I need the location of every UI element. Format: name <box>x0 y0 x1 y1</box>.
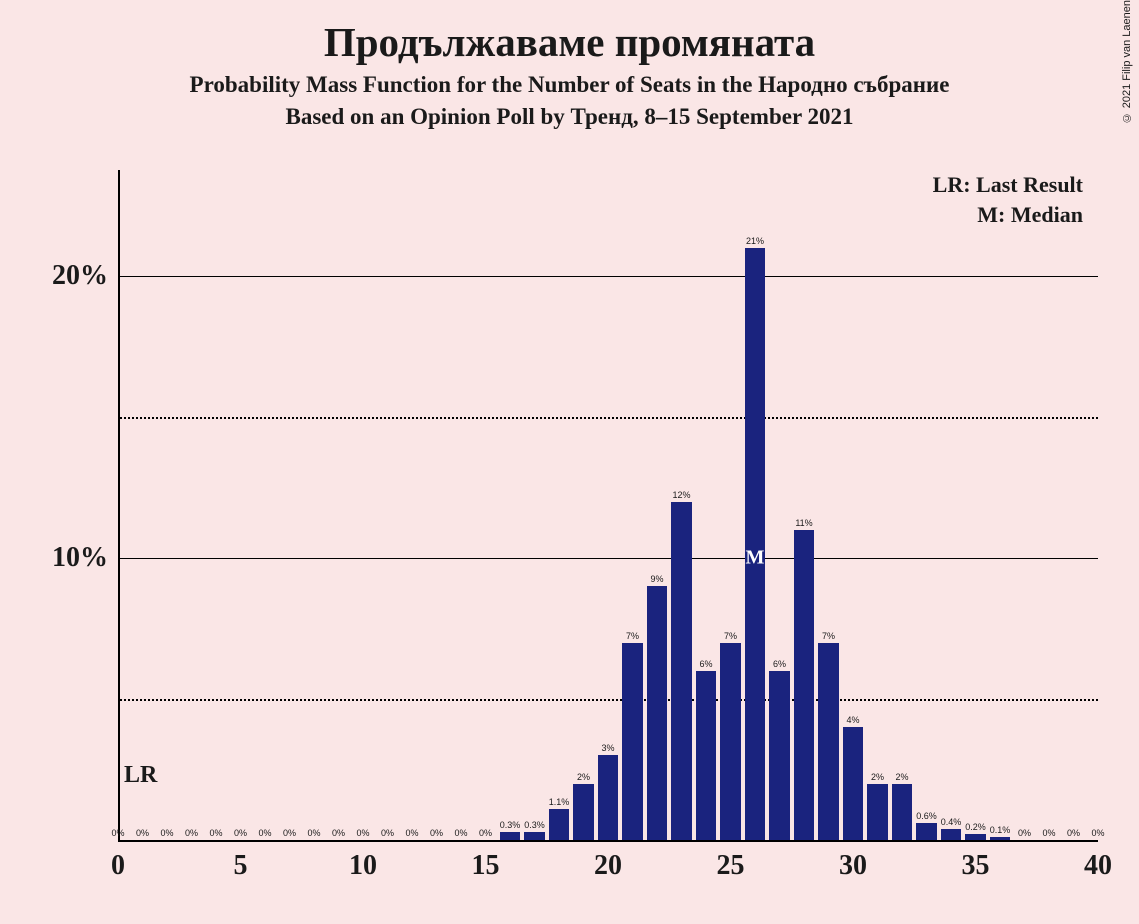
bar-value-label: 0.2% <box>965 822 986 832</box>
bar-value-label: 0% <box>1067 828 1080 838</box>
bar-value-label: 0% <box>234 828 247 838</box>
bar-value-label: 0% <box>332 828 345 838</box>
bar <box>671 502 691 840</box>
bar-value-label: 6% <box>773 659 786 669</box>
subtitle-1: Probability Mass Function for the Number… <box>0 72 1139 98</box>
bar-value-label: 0.3% <box>524 820 545 830</box>
bar-value-label: 4% <box>846 715 859 725</box>
bar <box>941 829 961 840</box>
bar <box>965 834 985 840</box>
bar-value-label: 0% <box>258 828 271 838</box>
bar <box>867 784 887 840</box>
bar-value-label: 21% <box>746 236 764 246</box>
bar-value-label: 9% <box>650 574 663 584</box>
bar <box>843 727 863 840</box>
bar-value-label: 2% <box>895 772 908 782</box>
x-tick-label: 10 <box>349 850 377 882</box>
bar-value-label: 11% <box>795 518 812 528</box>
bar-value-label: 0% <box>479 828 492 838</box>
bar-value-label: 0% <box>1091 828 1104 838</box>
bar-value-label: 6% <box>699 659 712 669</box>
bar <box>500 832 520 840</box>
bar-value-label: 12% <box>672 490 690 500</box>
x-tick-label: 20 <box>594 850 622 882</box>
bar <box>990 837 1010 840</box>
median-marker: M <box>746 547 765 570</box>
x-tick-label: 25 <box>717 850 745 882</box>
bar-value-label: 0.4% <box>941 817 962 827</box>
bar-value-label: 0.3% <box>500 820 521 830</box>
bar-value-label: 2% <box>577 772 590 782</box>
bar-value-label: 0.6% <box>916 811 937 821</box>
subtitle-2: Based on an Opinion Poll by Тренд, 8–15 … <box>0 104 1139 130</box>
bar <box>794 530 814 840</box>
gridline <box>120 276 1098 277</box>
y-tick-label: 20% <box>52 260 108 292</box>
bar-value-label: 0% <box>283 828 296 838</box>
bar-value-label: 0% <box>430 828 443 838</box>
x-tick-label: 40 <box>1084 850 1112 882</box>
gridline <box>120 699 1098 701</box>
bar-value-label: 0% <box>185 828 198 838</box>
copyright: © 2021 Filip van Laenen <box>1121 0 1133 123</box>
y-axis <box>118 170 120 840</box>
bar-value-label: 0.1% <box>990 825 1011 835</box>
bar <box>573 784 593 840</box>
gridline <box>120 417 1098 419</box>
bar <box>647 586 667 840</box>
bar-value-label: 0% <box>405 828 418 838</box>
x-tick-label: 5 <box>234 850 248 882</box>
legend-lr: LR: Last Result <box>933 172 1083 198</box>
chart-area: LR: Last Result M: Median 10%20%05101520… <box>118 180 1098 840</box>
bar <box>892 784 912 840</box>
bar-value-label: 7% <box>724 631 737 641</box>
title-block: Продължаваме промяната Probability Mass … <box>0 0 1139 130</box>
y-tick-label: 10% <box>52 542 108 574</box>
bar <box>769 671 789 840</box>
bar-value-label: 1.1% <box>549 797 570 807</box>
bar-value-label: 0% <box>160 828 173 838</box>
main-title: Продължаваме промяната <box>0 18 1139 66</box>
bar-value-label: 0% <box>209 828 222 838</box>
x-tick-label: 15 <box>472 850 500 882</box>
bar <box>696 671 716 840</box>
bar-value-label: 7% <box>626 631 639 641</box>
bar-value-label: 0% <box>307 828 320 838</box>
bar <box>524 832 544 840</box>
bar-value-label: 0% <box>356 828 369 838</box>
bar <box>622 643 642 840</box>
bar <box>916 823 936 840</box>
bar-value-label: 0% <box>454 828 467 838</box>
gridline <box>120 558 1098 559</box>
bar-value-label: 0% <box>136 828 149 838</box>
bar-value-label: 3% <box>601 743 614 753</box>
bar <box>720 643 740 840</box>
x-tick-label: 30 <box>839 850 867 882</box>
bar-value-label: 0% <box>1018 828 1031 838</box>
lr-marker: LR <box>124 762 157 789</box>
bar-value-label: 0% <box>111 828 124 838</box>
bar <box>549 809 569 840</box>
bar <box>745 248 765 840</box>
bar <box>818 643 838 840</box>
x-tick-label: 0 <box>111 850 125 882</box>
bar-value-label: 0% <box>1042 828 1055 838</box>
bar-value-label: 7% <box>822 631 835 641</box>
bar-value-label: 2% <box>871 772 884 782</box>
x-axis <box>118 840 1098 842</box>
bar <box>598 755 618 840</box>
x-tick-label: 35 <box>962 850 990 882</box>
bar-value-label: 0% <box>381 828 394 838</box>
legend-m: M: Median <box>977 202 1083 228</box>
